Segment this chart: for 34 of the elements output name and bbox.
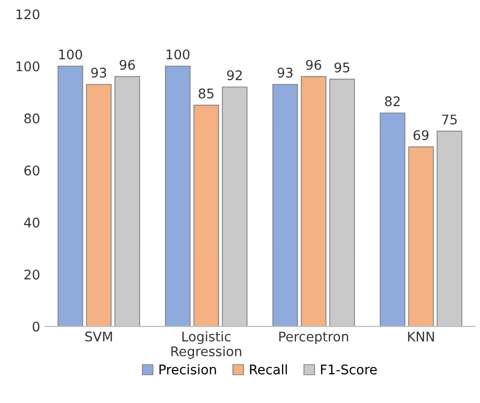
bar [164,66,191,326]
bar [408,146,434,326]
x-tick-label: SVM [85,332,112,342]
data-label: 100 [166,49,190,60]
bar [380,112,406,326]
bar [300,76,326,326]
bar [86,84,112,326]
y-tick-label: 40 [24,218,40,228]
data-label: 69 [414,130,428,140]
bar [58,66,84,326]
data-label: 96 [120,60,135,70]
x-tick-label: Logistic Regression [171,331,242,359]
legend-label: F1-Score [321,364,377,374]
y-tick-label: 20 [24,270,40,280]
y-tick-label: 100 [16,61,40,72]
y-tick-label: 60 [24,165,40,176]
bar [193,104,219,326]
data-label: 93 [278,68,292,78]
legend-label: Recall [250,364,287,374]
data-label: 96 [306,60,322,70]
y-tick-label: 80 [24,113,40,124]
data-label: 93 [91,68,106,78]
x-tick-label: Perceptron [279,332,348,344]
bar [272,84,298,326]
data-label: 100 [59,49,82,60]
y-tick-label: 0 [32,322,40,332]
data-label: 75 [442,114,457,125]
data-label: 92 [227,70,242,80]
data-label: 95 [334,62,350,72]
data-label: 82 [385,96,400,106]
data-label: 85 [198,88,214,98]
legend-label: Precision [160,364,216,374]
y-tick-label: 120 [16,9,40,20]
x-tick-label: KNN [408,332,434,342]
